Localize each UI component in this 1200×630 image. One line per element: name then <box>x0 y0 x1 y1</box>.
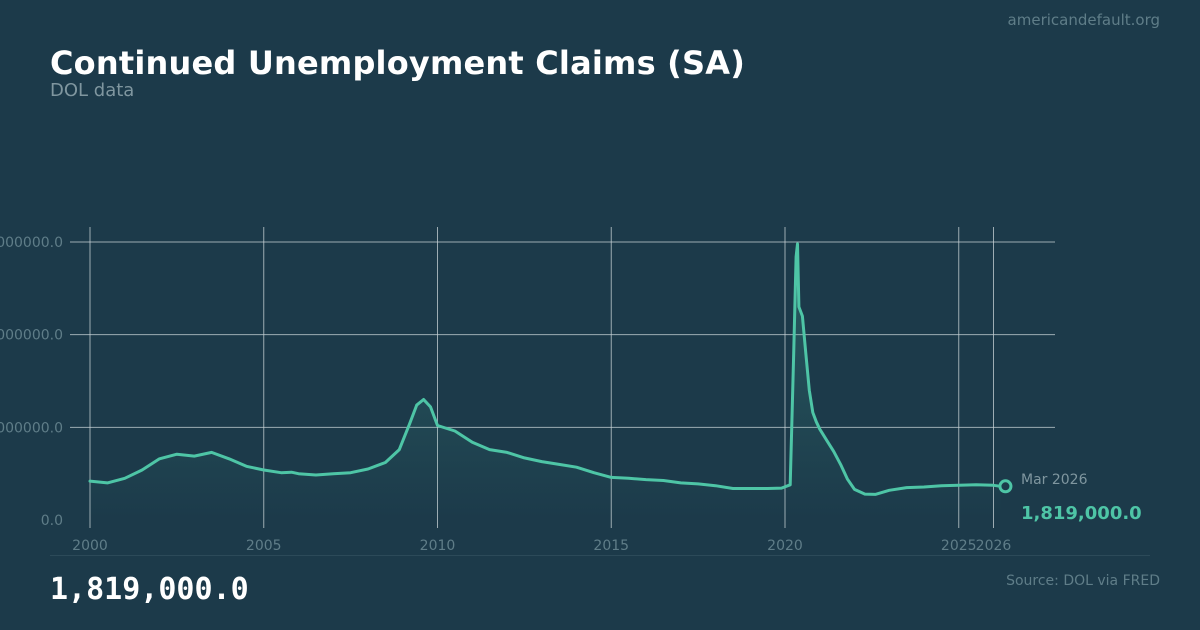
brand-label[interactable]: americandefault.org <box>1007 11 1160 29</box>
x-tick-label: 2000 <box>72 538 108 554</box>
y-tick-label: 15000000.0 <box>0 235 63 251</box>
source-label: Source: DOL via FRED <box>1006 573 1160 589</box>
y-tick-label: 5000000.0 <box>0 420 63 436</box>
tick-label-layer: 0.0 5000000.0 10000000.0 15000000.0 2000 2005… <box>0 235 1011 554</box>
series-line <box>88 242 1002 496</box>
x-tick-label: 2005 <box>246 538 282 554</box>
y-tick-label: 10000000.0 <box>0 328 63 344</box>
chart-subtitle: DOL data <box>50 80 135 101</box>
x-tick-label: 2026 <box>976 538 1012 554</box>
x-tick-label: 2010 <box>420 538 456 554</box>
annotation-date-label: Mar 2026 <box>1021 472 1088 488</box>
chart-title: Continued Unemployment Claims (SA) <box>50 44 746 82</box>
y-tick-label: 0.0 <box>41 513 63 529</box>
x-tick-label: 2020 <box>767 538 803 554</box>
latest-point-marker <box>998 479 1013 494</box>
footer-divider <box>50 555 1150 556</box>
x-tick-label: 2015 <box>593 538 629 554</box>
annotation-value-label: 1,819,000.0 <box>1021 503 1142 524</box>
x-tick-label: 2025 <box>941 538 977 554</box>
latest-value: 1,819,000.0 <box>50 572 249 607</box>
series-area <box>90 243 1001 520</box>
line-chart: 0.0 5000000.0 10000000.0 15000000.0 2000 2005… <box>0 227 1142 554</box>
